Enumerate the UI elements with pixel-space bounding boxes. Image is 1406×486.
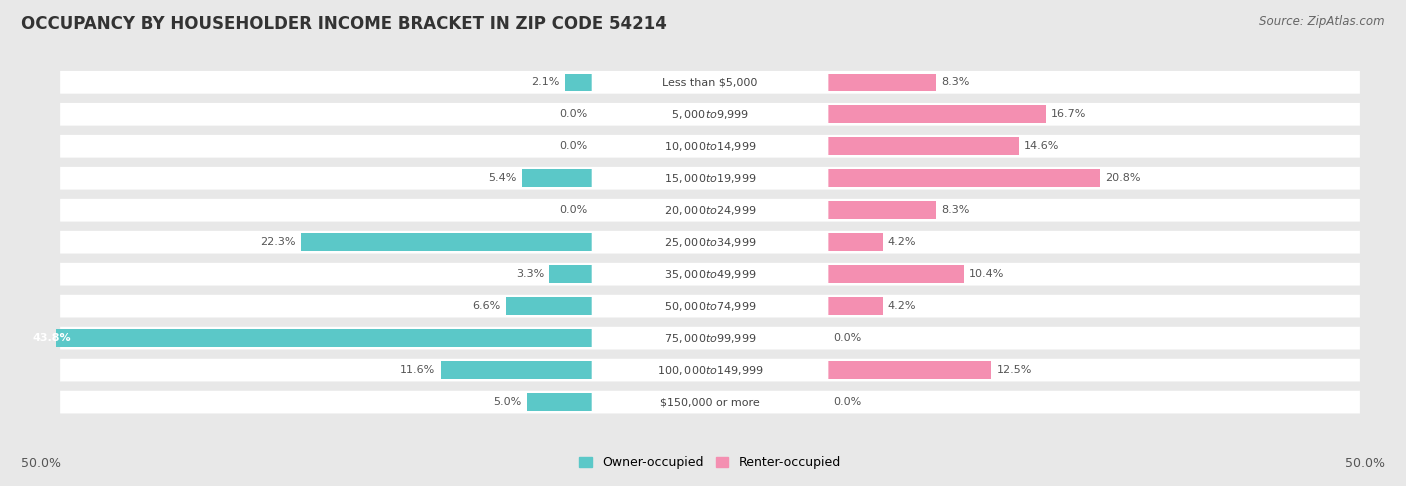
Text: 0.0%: 0.0%: [558, 205, 588, 215]
Text: $25,000 to $34,999: $25,000 to $34,999: [664, 236, 756, 249]
Legend: Owner-occupied, Renter-occupied: Owner-occupied, Renter-occupied: [579, 456, 841, 469]
Text: OCCUPANCY BY HOUSEHOLDER INCOME BRACKET IN ZIP CODE 54214: OCCUPANCY BY HOUSEHOLDER INCOME BRACKET …: [21, 15, 666, 33]
Text: 12.5%: 12.5%: [997, 365, 1032, 375]
FancyBboxPatch shape: [60, 103, 1360, 126]
Text: $35,000 to $49,999: $35,000 to $49,999: [664, 268, 756, 281]
Text: 0.0%: 0.0%: [832, 397, 862, 407]
Text: 6.6%: 6.6%: [472, 301, 501, 311]
Text: $10,000 to $14,999: $10,000 to $14,999: [664, 140, 756, 153]
Text: 2.1%: 2.1%: [531, 77, 560, 87]
FancyBboxPatch shape: [592, 72, 828, 93]
Text: 10.4%: 10.4%: [969, 269, 1004, 279]
Bar: [565, 73, 592, 91]
FancyBboxPatch shape: [60, 167, 1360, 190]
Bar: [550, 265, 592, 283]
Text: $20,000 to $24,999: $20,000 to $24,999: [664, 204, 756, 217]
FancyBboxPatch shape: [60, 295, 1360, 317]
FancyBboxPatch shape: [592, 264, 828, 285]
FancyBboxPatch shape: [60, 391, 1360, 414]
Text: Source: ZipAtlas.com: Source: ZipAtlas.com: [1260, 15, 1385, 28]
Text: $15,000 to $19,999: $15,000 to $19,999: [664, 172, 756, 185]
Text: 4.2%: 4.2%: [887, 237, 917, 247]
FancyBboxPatch shape: [60, 71, 1360, 94]
Text: 8.3%: 8.3%: [942, 77, 970, 87]
Text: 5.0%: 5.0%: [494, 397, 522, 407]
FancyBboxPatch shape: [592, 200, 828, 221]
FancyBboxPatch shape: [592, 104, 828, 125]
Text: 0.0%: 0.0%: [558, 141, 588, 151]
Text: $150,000 or more: $150,000 or more: [661, 397, 759, 407]
Bar: [828, 138, 1018, 155]
Text: 0.0%: 0.0%: [558, 109, 588, 119]
Text: 14.6%: 14.6%: [1024, 141, 1059, 151]
Text: $5,000 to $9,999: $5,000 to $9,999: [671, 108, 749, 121]
FancyBboxPatch shape: [592, 168, 828, 189]
FancyBboxPatch shape: [60, 199, 1360, 222]
Text: $75,000 to $99,999: $75,000 to $99,999: [664, 331, 756, 345]
Text: 0.0%: 0.0%: [832, 333, 862, 343]
Text: 43.8%: 43.8%: [32, 333, 72, 343]
FancyBboxPatch shape: [60, 327, 1360, 349]
Bar: [828, 73, 936, 91]
Text: 5.4%: 5.4%: [488, 173, 516, 183]
Bar: [506, 297, 592, 315]
FancyBboxPatch shape: [592, 136, 828, 156]
Bar: [440, 361, 592, 379]
Text: 22.3%: 22.3%: [260, 237, 295, 247]
FancyBboxPatch shape: [592, 392, 828, 413]
Text: 16.7%: 16.7%: [1052, 109, 1087, 119]
Bar: [301, 233, 592, 251]
Bar: [527, 393, 592, 411]
Bar: [522, 170, 592, 187]
FancyBboxPatch shape: [592, 328, 828, 348]
Bar: [828, 297, 883, 315]
Bar: [828, 361, 991, 379]
Text: 50.0%: 50.0%: [21, 457, 60, 470]
Bar: [828, 170, 1099, 187]
Text: 4.2%: 4.2%: [887, 301, 917, 311]
Bar: [828, 201, 936, 219]
Text: 50.0%: 50.0%: [1346, 457, 1385, 470]
FancyBboxPatch shape: [60, 135, 1360, 157]
Bar: [828, 265, 963, 283]
Text: Less than $5,000: Less than $5,000: [662, 77, 758, 87]
Bar: [20, 330, 592, 347]
Text: 11.6%: 11.6%: [401, 365, 436, 375]
FancyBboxPatch shape: [592, 296, 828, 316]
Text: $100,000 to $149,999: $100,000 to $149,999: [657, 364, 763, 377]
Bar: [828, 233, 883, 251]
FancyBboxPatch shape: [592, 232, 828, 253]
Text: $50,000 to $74,999: $50,000 to $74,999: [664, 300, 756, 312]
FancyBboxPatch shape: [592, 360, 828, 381]
FancyBboxPatch shape: [60, 263, 1360, 286]
Text: 20.8%: 20.8%: [1105, 173, 1140, 183]
FancyBboxPatch shape: [60, 231, 1360, 254]
Bar: [828, 105, 1046, 123]
Text: 3.3%: 3.3%: [516, 269, 544, 279]
FancyBboxPatch shape: [60, 359, 1360, 382]
Text: 8.3%: 8.3%: [942, 205, 970, 215]
